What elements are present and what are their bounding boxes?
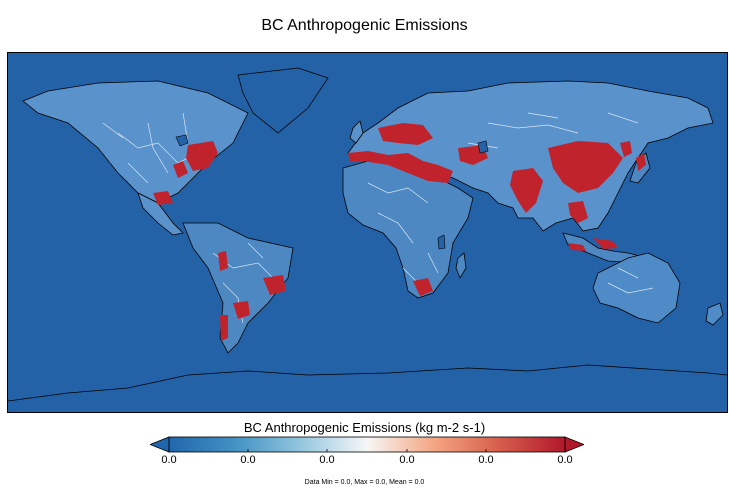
south-america	[182, 222, 294, 354]
colorbar-tick-label: 0.0	[478, 454, 494, 466]
colorbar-tick-label: 0.0	[399, 454, 415, 466]
map-panel[interactable]	[7, 52, 728, 413]
data-stats: Data Min = 0.0, Max = 0.0, Mean = 0.0	[304, 479, 425, 486]
colorbar	[150, 436, 584, 453]
madagascar	[455, 252, 467, 279]
colorbar-tick-label: 0.0	[557, 454, 573, 466]
colorbar-tick-label: 0.0	[319, 454, 335, 466]
central-america	[137, 192, 184, 236]
colorbar-extend-high	[564, 436, 584, 453]
inland-lakes	[175, 134, 489, 250]
greenland	[237, 67, 329, 134]
colorbar-gradient	[168, 436, 566, 453]
eurasia	[347, 80, 714, 232]
new-zealand	[705, 302, 724, 326]
colorbar-ticks	[168, 449, 566, 452]
colorbar-extend-low	[150, 436, 170, 453]
colorbar-tick-label: 0.0	[240, 454, 256, 466]
australia	[592, 252, 681, 324]
north-america	[22, 80, 249, 204]
colorbar-label: BC Anthropogenic Emissions (kg m-2 s-1)	[243, 420, 486, 435]
great-britain	[349, 120, 364, 144]
colorbar-tick-label: 0.0	[161, 454, 177, 466]
antarctica-coastline	[8, 364, 727, 402]
plot-title: BC Anthropogenic Emissions	[261, 17, 468, 34]
world-map	[8, 53, 727, 412]
